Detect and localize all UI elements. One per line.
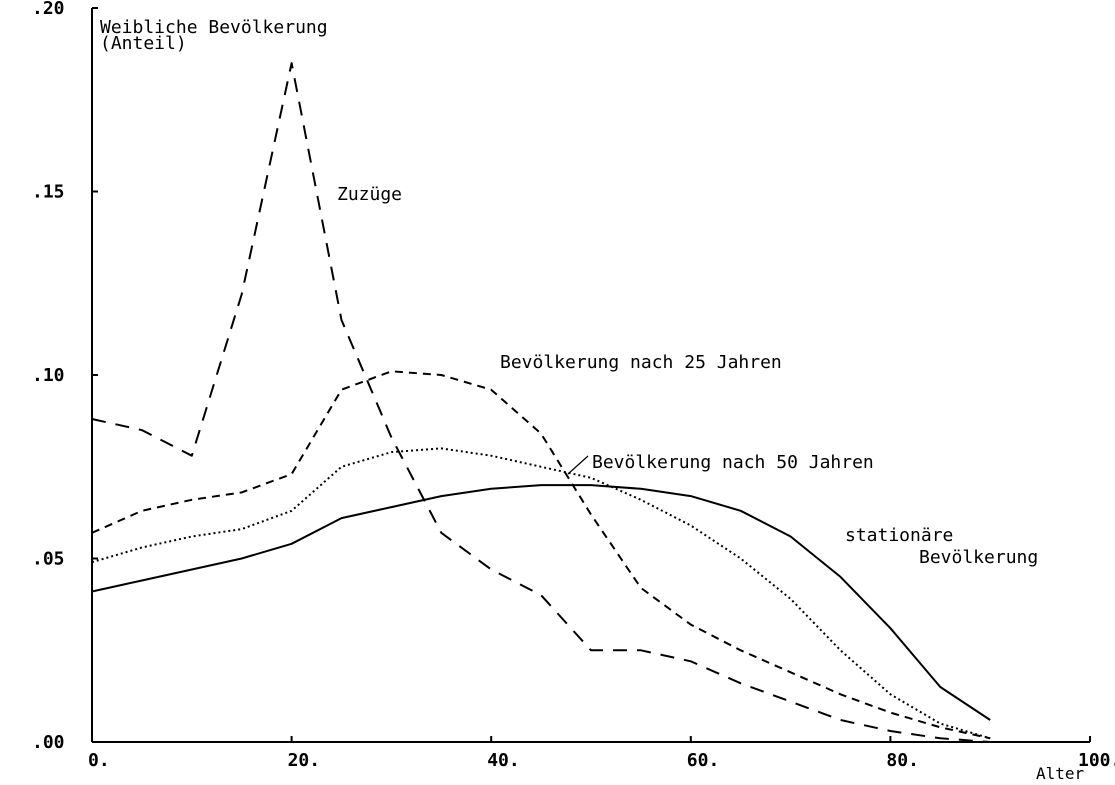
y-axis-title-line-2: (Anteil) [100, 33, 187, 54]
y-tick-label: .00 [32, 732, 65, 753]
annotation-stationaer-line-1: stationäre [845, 525, 953, 546]
series-line-3 [91, 484, 991, 721]
y-tick-label: .20 [32, 0, 65, 19]
x-tick-label: 60. [687, 750, 720, 771]
x-tick-label: 40. [487, 750, 520, 771]
y-tick-label: .05 [32, 549, 65, 570]
x-tick-label: 80. [886, 750, 919, 771]
ticks-layer: 0. 20. 40. 60. 80. 100. .00 .05 .10 .15 .20 [32, 0, 1115, 771]
annotation-nach-50-jahren-leader [567, 455, 589, 475]
y-tick-label: .15 [32, 182, 65, 203]
series-line-1 [91, 370, 991, 740]
x-tick-label: 100. [1078, 750, 1115, 771]
series-layer [91, 62, 991, 743]
y-axis-title-line-1: Weibliche Bevölkerung [100, 17, 328, 38]
series-line-0 [91, 62, 991, 743]
x-tick-label: 20. [288, 750, 321, 771]
x-tick-label: 0. [88, 750, 110, 771]
annotation-nach-50-jahren: Bevölkerung nach 50 Jahren [592, 452, 874, 473]
y-tick-label: .10 [32, 365, 65, 386]
annotation-nach-25-jahren: Bevölkerung nach 25 Jahren [500, 352, 782, 373]
series-line-2 [91, 447, 991, 740]
annotation-zuzuege: Zuzüge [337, 184, 402, 205]
x-axis-title: Alter [1036, 764, 1085, 783]
annotation-stationaer-line-2: Bevölkerung [919, 547, 1038, 568]
